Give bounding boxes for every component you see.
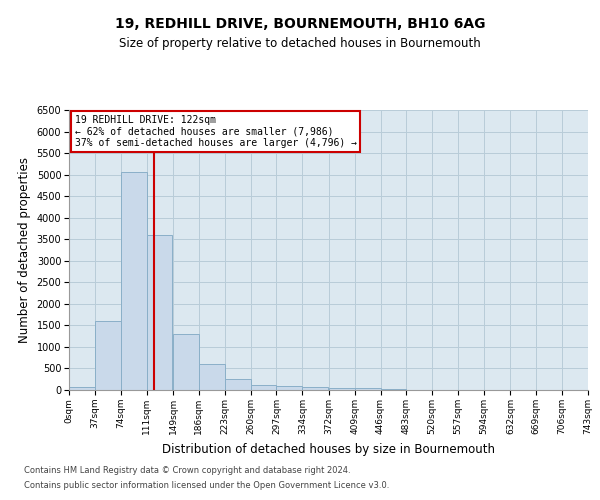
- Text: Size of property relative to detached houses in Bournemouth: Size of property relative to detached ho…: [119, 38, 481, 51]
- Bar: [69, 387, 95, 390]
- Text: Contains HM Land Registry data © Crown copyright and database right 2024.: Contains HM Land Registry data © Crown c…: [24, 466, 350, 475]
- Bar: [121, 172, 146, 390]
- Text: 19, REDHILL DRIVE, BOURNEMOUTH, BH10 6AG: 19, REDHILL DRIVE, BOURNEMOUTH, BH10 6AG: [115, 18, 485, 32]
- Bar: [302, 387, 328, 390]
- Text: Distribution of detached houses by size in Bournemouth: Distribution of detached houses by size …: [162, 442, 496, 456]
- Bar: [199, 364, 225, 390]
- Bar: [173, 334, 199, 390]
- Bar: [329, 388, 355, 390]
- Bar: [95, 321, 121, 390]
- Bar: [146, 235, 172, 390]
- Text: 19 REDHILL DRIVE: 122sqm
← 62% of detached houses are smaller (7,986)
37% of sem: 19 REDHILL DRIVE: 122sqm ← 62% of detach…: [74, 115, 356, 148]
- Bar: [225, 379, 251, 390]
- Bar: [277, 386, 302, 390]
- Bar: [380, 389, 406, 390]
- Y-axis label: Number of detached properties: Number of detached properties: [18, 157, 31, 343]
- Bar: [355, 388, 380, 390]
- Text: Contains public sector information licensed under the Open Government Licence v3: Contains public sector information licen…: [24, 481, 389, 490]
- Bar: [251, 384, 277, 390]
